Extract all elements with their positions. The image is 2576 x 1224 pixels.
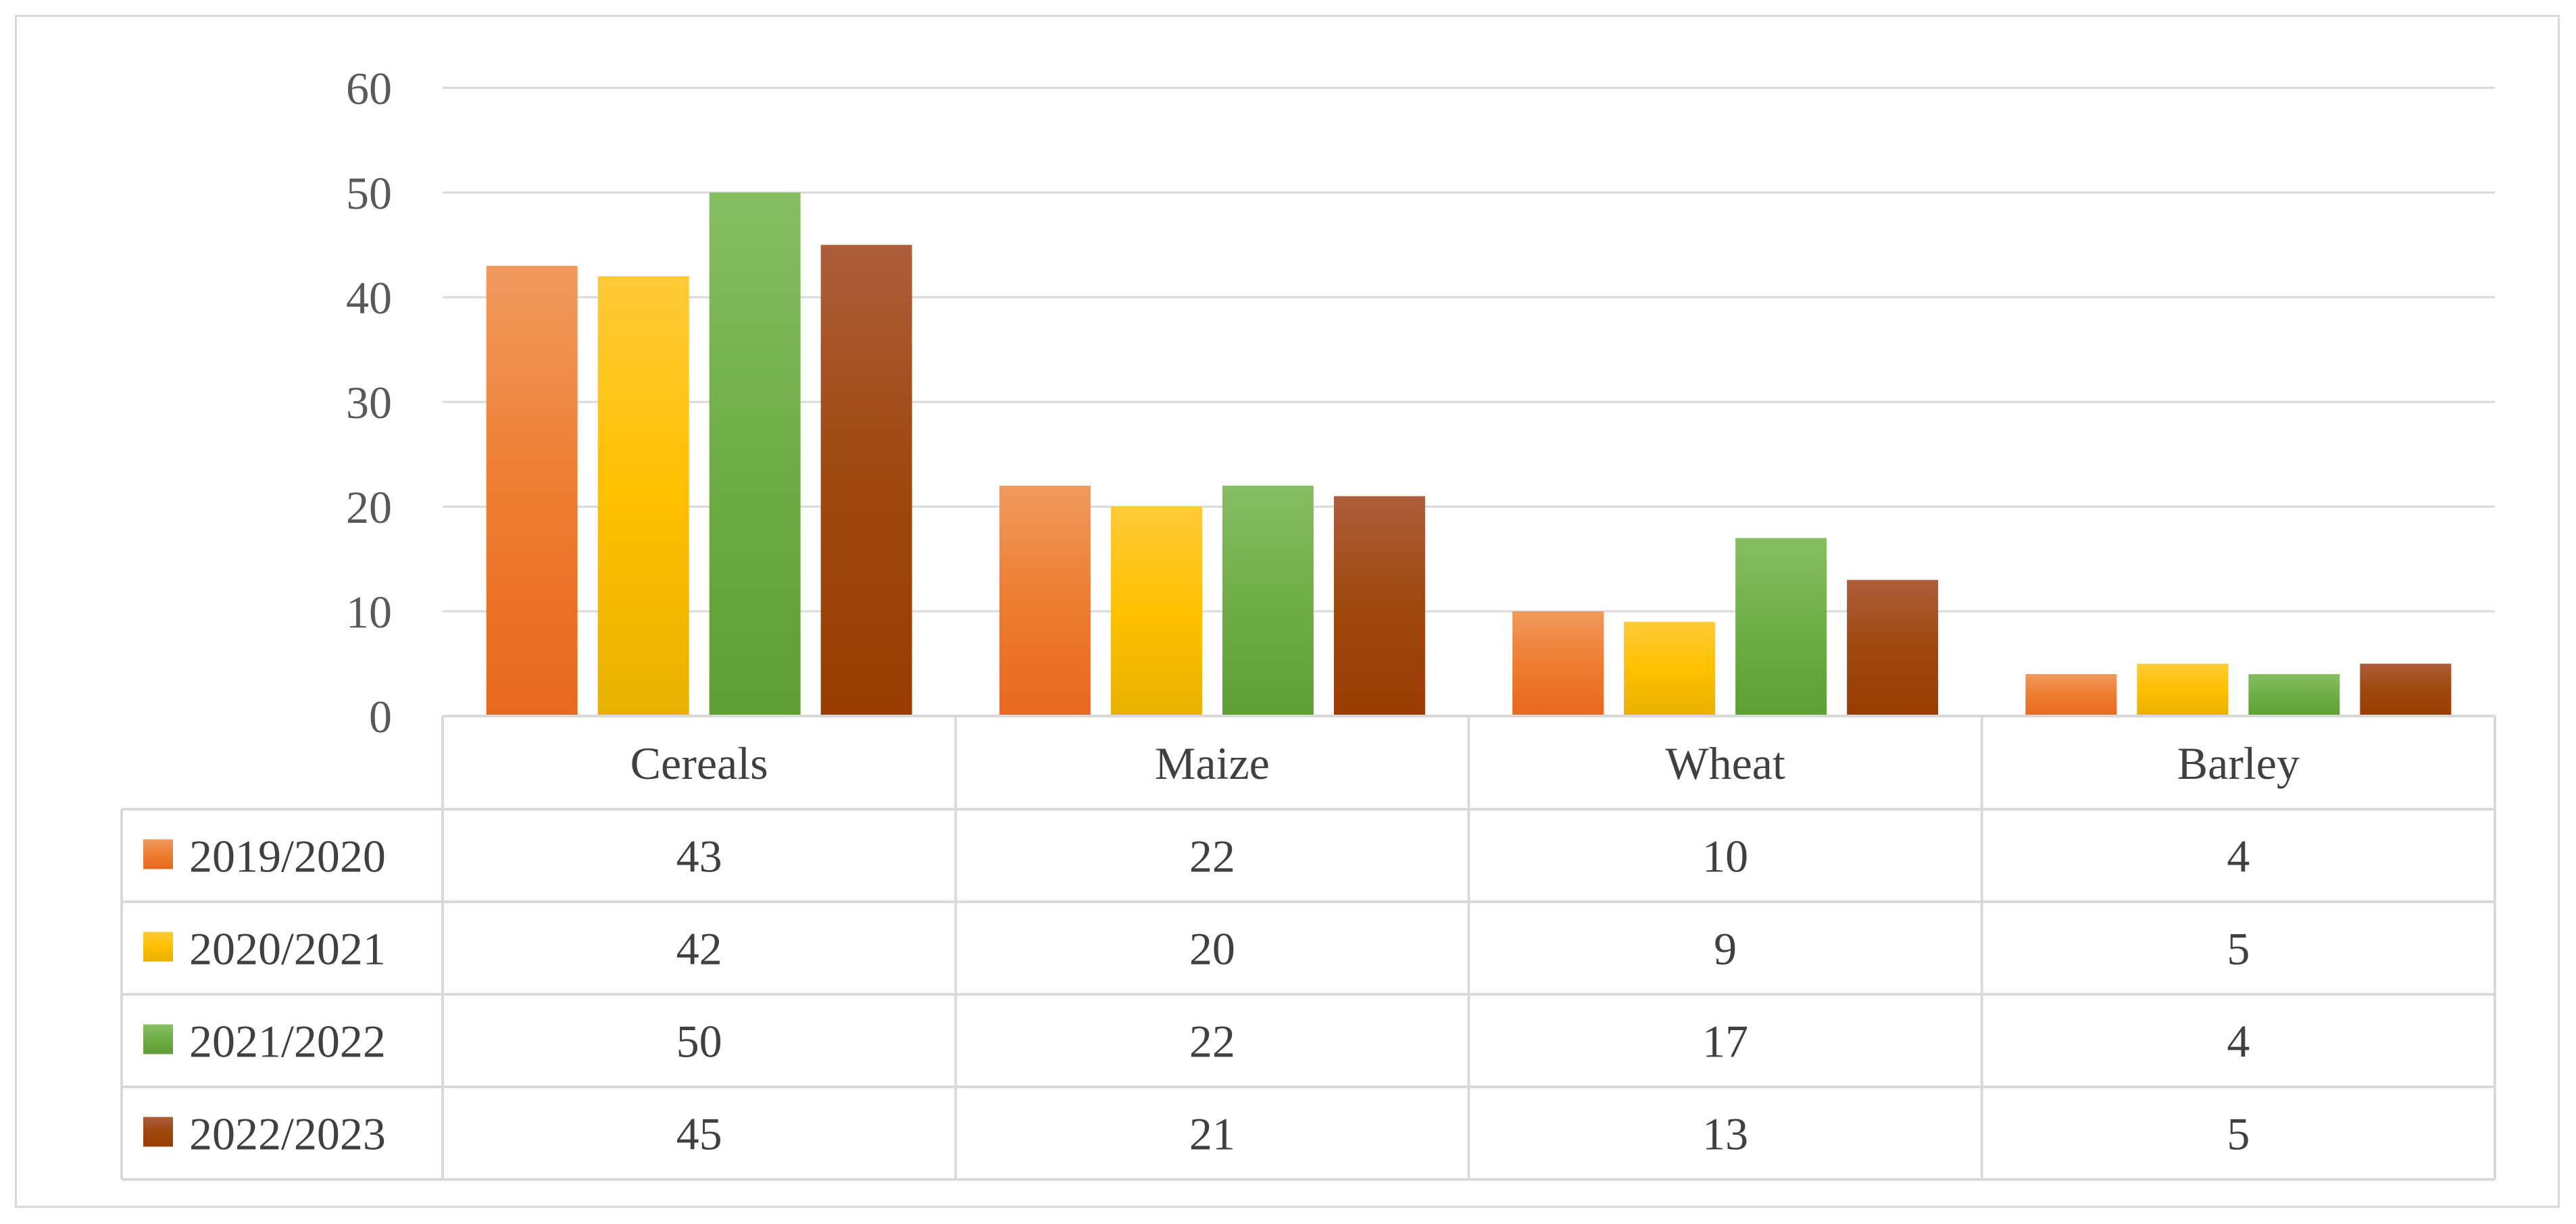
data-label: 43 (676, 831, 722, 882)
legend-key-2020-2021 (143, 932, 173, 962)
bar-2022-2023-wheat (1847, 580, 1939, 716)
bar-2020-2021-wheat (1624, 621, 1716, 716)
category-label-barley: Barley (2177, 738, 2300, 789)
bar-2022-2023-maize (1333, 496, 1425, 716)
legend-key-2019-2020 (143, 839, 173, 869)
y-tick-label: 10 (346, 586, 392, 638)
data-label: 4 (2227, 1016, 2250, 1067)
y-tick-label: 30 (346, 377, 392, 428)
data-label: 13 (1702, 1108, 1748, 1160)
data-label: 9 (1714, 923, 1737, 975)
bar-2019-2020-wheat (1512, 611, 1604, 716)
bar-2022-2023-barley (2360, 663, 2452, 716)
data-label: 5 (2227, 1108, 2250, 1160)
bar-2020-2021-barley (2137, 663, 2229, 716)
series-label: 2022/2023 (189, 1108, 386, 1160)
series-label: 2019/2020 (189, 831, 386, 882)
y-tick-label: 40 (346, 272, 392, 324)
bar-2021-2022-maize (1222, 486, 1314, 716)
data-label: 22 (1189, 831, 1235, 882)
y-tick-label: 50 (346, 168, 392, 219)
bar-2021-2022-barley (2248, 674, 2340, 716)
bar-2021-2022-cereals (709, 193, 801, 716)
series-label: 2020/2021 (189, 923, 386, 975)
data-label: 4 (2227, 831, 2250, 882)
data-label: 20 (1189, 923, 1235, 975)
data-label: 10 (1702, 831, 1748, 882)
data-label: 5 (2227, 923, 2250, 975)
bar-2021-2022-wheat (1735, 538, 1827, 716)
data-label: 45 (676, 1108, 722, 1160)
bar-2019-2020-maize (999, 486, 1091, 716)
category-label-maize: Maize (1155, 738, 1270, 789)
data-label: 17 (1702, 1016, 1748, 1067)
data-label: 21 (1189, 1108, 1235, 1160)
bar-2019-2020-cereals (486, 265, 578, 716)
category-label-wheat: Wheat (1665, 738, 1785, 789)
data-label: 22 (1189, 1016, 1235, 1067)
y-tick-label: 60 (346, 63, 392, 114)
bar-2019-2020-barley (2025, 674, 2117, 716)
data-label: 42 (676, 923, 722, 975)
data-label: 50 (676, 1016, 722, 1067)
y-axis-ticks: 0 10 20 30 40 50 60 (346, 63, 392, 742)
legend-key-2021-2022 (143, 1024, 173, 1054)
category-label-cereals: Cereals (630, 738, 768, 789)
bar-2020-2021-maize (1110, 507, 1202, 716)
bars (486, 193, 2452, 716)
series-label: 2021/2022 (189, 1016, 386, 1067)
y-tick-label: 20 (346, 482, 392, 533)
bar-2020-2021-cereals (597, 276, 689, 716)
bar-2022-2023-cereals (820, 245, 912, 716)
y-tick-label: 0 (369, 691, 392, 742)
legend-key-2022-2023 (143, 1117, 173, 1147)
